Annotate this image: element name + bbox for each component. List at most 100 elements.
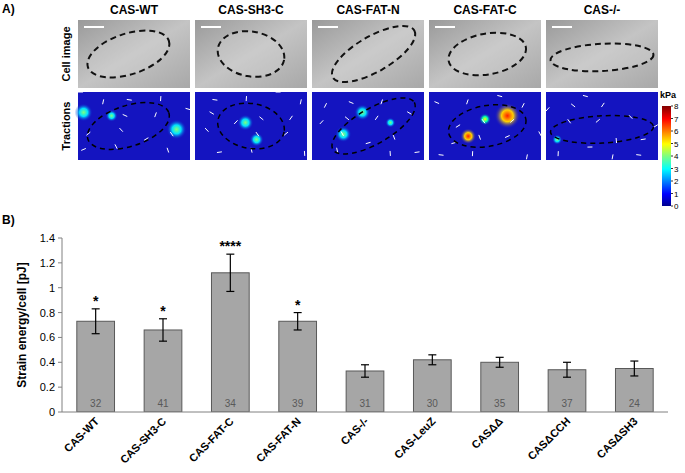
cell-body (214, 26, 288, 82)
error-cap (630, 360, 638, 361)
x-tick-label: CAS-FAT-C (186, 415, 235, 464)
traction-vector (210, 112, 214, 115)
cell-body (445, 27, 529, 81)
error-stem (432, 355, 433, 365)
traction-vector (641, 138, 646, 140)
x-tick-label: CAS-/- (338, 415, 370, 447)
traction-vector (259, 117, 263, 120)
panel-label: A) (2, 2, 15, 16)
colorbar-tick-label: 2 (674, 177, 679, 186)
traction-vector (304, 151, 305, 156)
cell-body (82, 21, 176, 86)
y-tick-label: 1.4 (40, 232, 55, 244)
traction-spot (335, 126, 351, 142)
traction-vector (587, 146, 592, 147)
traction-vector (601, 103, 604, 107)
x-tick-label: CAS-LeuZ (392, 415, 438, 461)
traction-vector (390, 151, 391, 156)
colorbar-tick-label: 8 (674, 102, 679, 111)
y-axis (62, 238, 63, 412)
traction-vector (393, 135, 395, 140)
y-tick (58, 362, 62, 363)
y-axis-label: Strain energy/cell [pJ] (15, 262, 29, 387)
error-bar (294, 313, 302, 330)
n-label: 39 (292, 398, 304, 409)
traction-vector (320, 120, 323, 124)
error-bar (428, 355, 436, 365)
colorbar-tick-label: 6 (674, 127, 679, 136)
bar (77, 321, 115, 412)
error-cap (294, 329, 302, 330)
error-bar (496, 357, 504, 367)
traction-vector (381, 99, 383, 104)
error-stem (499, 357, 500, 367)
error-bar (226, 254, 234, 291)
error-stem (162, 319, 163, 341)
traction-vector (160, 96, 161, 101)
y-tick-label: 0.2 (40, 381, 55, 393)
traction-vector (276, 92, 281, 93)
cell-image (195, 20, 307, 88)
traction-vector (103, 99, 104, 104)
cell-outline (214, 98, 288, 154)
cell-image (546, 20, 658, 88)
traction-vector (616, 138, 617, 143)
traction-spot (479, 113, 491, 125)
n-label: 41 (157, 398, 169, 409)
traction-vector (127, 99, 132, 101)
scale-bar (84, 26, 104, 28)
colorbar-tick (671, 156, 673, 157)
traction-vector (558, 151, 559, 156)
scale-bar (318, 26, 338, 28)
panel-label: B) (2, 213, 15, 227)
x-tick-label: CAS-SH3-C (118, 415, 169, 466)
error-cap (226, 291, 234, 292)
y-tick (58, 312, 62, 313)
traction-map (78, 92, 190, 160)
traction-vector (155, 112, 157, 117)
cell-image (429, 20, 541, 88)
traction-vector (205, 128, 208, 132)
traction-vector (119, 128, 122, 132)
error-cap (496, 357, 504, 358)
colorbar-tick (671, 193, 673, 194)
traction-vector (497, 95, 502, 96)
x-axis (62, 412, 668, 413)
error-stem (95, 309, 96, 334)
traction-vector (571, 104, 575, 107)
traction-vector (167, 148, 169, 153)
bars (77, 254, 653, 412)
traction-vector (467, 99, 469, 104)
cell-image (78, 20, 190, 88)
traction-vector (324, 103, 326, 107)
y-tick (58, 412, 62, 413)
row-label: Cell image (60, 26, 72, 81)
traction-vector (472, 151, 473, 156)
traction-vector (539, 131, 541, 135)
traction-vector (300, 99, 301, 104)
traction-vector (375, 116, 378, 120)
traction-vector (612, 154, 614, 159)
traction-vector (366, 142, 371, 143)
cell-outline (214, 26, 288, 82)
colorbar-tick (671, 181, 673, 182)
traction-vector (246, 96, 247, 101)
error-bar (159, 319, 167, 341)
cell-outline (324, 15, 423, 93)
traction-vector (115, 144, 117, 148)
traction-vector (439, 154, 444, 156)
traction-vector (341, 131, 343, 135)
y-tick-label: 0.6 (40, 331, 55, 343)
traction-vector (307, 136, 312, 138)
traction-spot (106, 110, 118, 122)
error-bar (630, 361, 638, 376)
traction-vector (186, 108, 191, 109)
traction-vector (510, 119, 514, 122)
y-tick (58, 387, 62, 388)
column-title: CAS-SH3-C (218, 3, 284, 17)
bar (346, 371, 384, 412)
x-tick-label: CASΔSH3 (594, 415, 640, 461)
traction-vector (434, 102, 439, 104)
error-stem (364, 365, 365, 377)
colorbar-tick (671, 118, 673, 119)
